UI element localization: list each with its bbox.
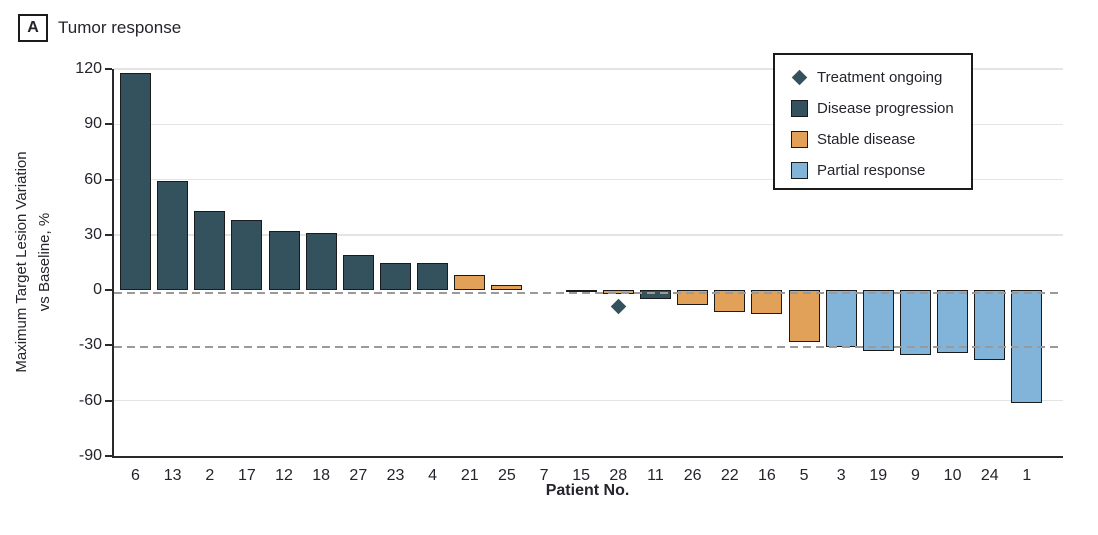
legend-item: Partial response (787, 155, 971, 186)
x-tick-label-patient-24: 24 (980, 467, 999, 484)
bar-patient-22 (714, 290, 746, 313)
x-tick-label-patient-16: 16 (757, 467, 776, 484)
y-axis-title-line-1: Maximum Target Lesion Variation (13, 151, 30, 373)
y-tick-mark (105, 399, 112, 402)
bar-patient-13 (157, 181, 189, 291)
legend-swatch-icon (787, 100, 811, 117)
reference-line--30 (114, 346, 1063, 349)
gridline-90 (114, 123, 1063, 126)
color-swatch (790, 131, 808, 148)
x-tick-label-patient-9: 9 (910, 467, 920, 484)
x-tick-label-patient-3: 3 (836, 467, 846, 484)
legend-item: Stable disease (787, 124, 971, 155)
y-tick-mark (105, 233, 112, 236)
treatment-ongoing-marker (610, 298, 627, 315)
panel-title: Tumor response (58, 18, 182, 37)
y-tick-label: 30 (84, 225, 102, 243)
color-swatch (790, 100, 808, 117)
bar-patient-10 (937, 290, 969, 353)
color-swatch (790, 162, 808, 179)
y-tick-mark (105, 178, 112, 181)
reference-line-0 (114, 292, 1063, 295)
bar-patient-24 (974, 290, 1006, 361)
x-tick-label-patient-21: 21 (460, 467, 479, 484)
y-axis-line (112, 69, 114, 458)
bar-patient-4 (417, 262, 449, 291)
bar-patient-23 (379, 262, 411, 291)
legend-item: Disease progression (787, 93, 971, 124)
gridline--60 (114, 399, 1063, 402)
y-tick-label: -90 (78, 447, 102, 464)
bar-patient-18 (305, 233, 337, 291)
y-tick-label: 90 (84, 115, 102, 133)
panel-label: A (18, 14, 48, 42)
y-tick-label: 0 (93, 281, 102, 299)
legend-item: Treatment ongoing (787, 62, 971, 93)
x-tick-label-patient-10: 10 (943, 467, 962, 484)
x-tick-label-patient-2: 2 (205, 467, 215, 484)
y-tick-label: -30 (78, 336, 102, 354)
bar-patient-11 (639, 290, 671, 300)
x-axis-title: Patient No. (545, 482, 630, 499)
legend-item-label: Stable disease (817, 131, 916, 148)
y-tick-mark (105, 455, 112, 457)
x-tick-label-patient-12: 12 (275, 467, 293, 484)
legend-item-label: Disease progression (817, 100, 954, 117)
x-tick-label-patient-4: 4 (428, 467, 438, 484)
x-tick-label-patient-26: 26 (683, 467, 702, 484)
y-tick-label: -60 (78, 391, 102, 409)
bar-patient-2 (194, 210, 226, 291)
x-axis-line (112, 456, 1063, 458)
x-tick-label-patient-6: 6 (131, 467, 140, 484)
x-tick-label-patient-11: 11 (647, 467, 664, 484)
treatment-ongoing-diamond-icon (787, 69, 811, 86)
gridline-120 (114, 68, 1063, 70)
x-tick-label-patient-25: 25 (497, 467, 516, 484)
x-tick-label-patient-23: 23 (386, 467, 405, 484)
legend-item-label: Partial response (817, 162, 926, 179)
bar-patient-1 (1011, 290, 1043, 403)
x-tick-label-patient-28: 28 (609, 467, 628, 484)
legend-item-label: Treatment ongoing (817, 69, 943, 86)
y-tick-mark (105, 344, 112, 347)
x-tick-label-patient-19: 19 (869, 467, 888, 484)
x-tick-label-patient-27: 27 (349, 467, 368, 484)
bar-patient-6 (120, 72, 151, 291)
bar-patient-21 (454, 275, 486, 291)
bar-patient-3 (825, 290, 857, 348)
diamond-icon (791, 69, 807, 86)
bar-patient-25 (491, 284, 523, 291)
y-tick-label: 120 (75, 60, 102, 77)
x-tick-label-patient-22: 22 (720, 467, 739, 484)
gridline-30 (114, 234, 1063, 236)
bar-patient-19 (862, 290, 894, 351)
bar-patient-5 (788, 290, 820, 342)
x-tick-label-patient-15: 15 (572, 467, 591, 484)
bar-patient-12 (268, 231, 300, 291)
plot-area: Patient No. 120 90 60 30 0 -30 -60 -90 6 13 2 17 12 1… (75, 60, 1063, 499)
y-tick-label: 60 (84, 170, 102, 188)
x-tick-label-patient-5: 5 (799, 467, 809, 484)
legend-swatch-icon (787, 131, 811, 148)
bar-patient-16 (751, 290, 783, 315)
bar-patient-15 (565, 290, 597, 293)
x-tick-label-patient-18: 18 (312, 467, 331, 484)
bar-patient-27 (342, 255, 374, 291)
legend: Treatment ongoing Disease progression Stab… (773, 53, 973, 190)
y-tick-mark (105, 289, 112, 292)
bar-patient-17 (231, 220, 263, 291)
x-tick-label-patient-13: 13 (163, 467, 182, 484)
x-tick-label-patient-7: 7 (539, 467, 549, 484)
bar-patient-9 (899, 290, 931, 355)
x-tick-label-patient-17: 17 (238, 467, 256, 484)
y-tick-mark (105, 68, 112, 70)
legend-swatch-icon (787, 162, 811, 179)
x-tick-label-patient-1: 1 (1022, 467, 1032, 484)
gridline-60 (114, 178, 1063, 181)
y-tick-mark (105, 123, 112, 126)
